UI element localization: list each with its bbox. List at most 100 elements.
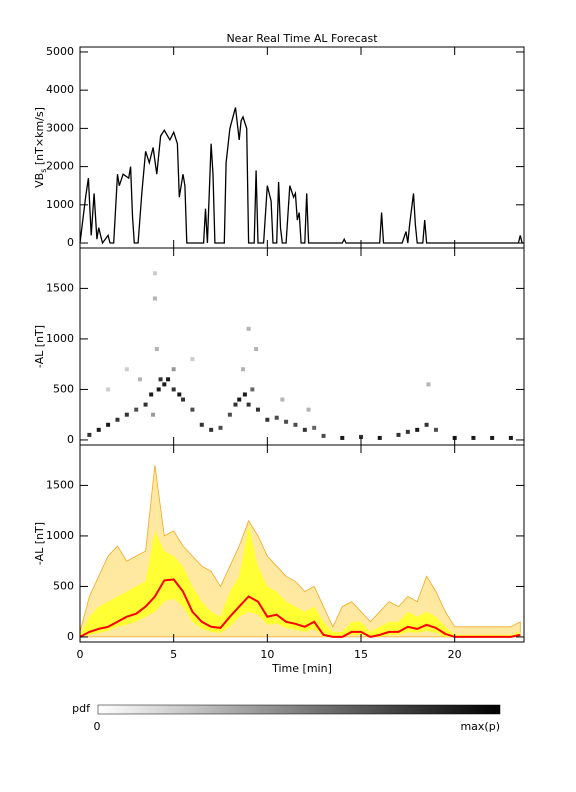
plot-frame bbox=[79, 444, 525, 643]
pdf-cell bbox=[151, 412, 156, 417]
pdf-cell bbox=[227, 412, 232, 417]
y-axis-label: VBs [nT×km/s] bbox=[33, 107, 48, 188]
pdf-cell bbox=[158, 377, 163, 382]
pdf-cell bbox=[156, 387, 161, 392]
pdf-cell bbox=[255, 407, 260, 412]
colorbar-max: max(p) bbox=[460, 720, 500, 733]
y-tick-label: 1000 bbox=[46, 529, 74, 542]
y-tick-label: 2000 bbox=[46, 160, 74, 173]
chart-title: Near Real Time AL Forecast bbox=[226, 32, 378, 45]
pdf-cell bbox=[246, 402, 251, 407]
y-tick-label: 0 bbox=[67, 433, 74, 446]
pdf-cell bbox=[274, 415, 279, 420]
panel bbox=[79, 107, 524, 245]
y-tick-label: 0 bbox=[67, 630, 74, 643]
pdf-cell bbox=[490, 435, 495, 440]
pdf-cell bbox=[87, 432, 92, 437]
pdf-cell bbox=[240, 367, 245, 372]
pdf-cell bbox=[181, 397, 186, 402]
pdf-cell bbox=[306, 407, 311, 412]
y-label-sub: s bbox=[39, 169, 48, 173]
pdf-cell bbox=[106, 387, 111, 392]
pdf-cell bbox=[293, 422, 298, 427]
pdf-cell bbox=[237, 397, 242, 402]
pdf-cell bbox=[433, 427, 438, 432]
x-tick-label: 5 bbox=[170, 648, 177, 661]
pdf-cell bbox=[96, 427, 101, 432]
pdf-cell bbox=[471, 435, 476, 440]
colorbar-min: 0 bbox=[94, 720, 101, 733]
y-tick-label: 3000 bbox=[46, 121, 74, 134]
pdf-cell bbox=[190, 407, 195, 412]
pdf-cell bbox=[250, 387, 255, 392]
x-axis-label: Time [min] bbox=[271, 662, 332, 675]
pdf-cell bbox=[177, 392, 182, 397]
pdf-cell bbox=[340, 435, 345, 440]
vbs-line bbox=[79, 107, 524, 245]
y-tick-label: 0 bbox=[67, 236, 74, 249]
pdf-cell bbox=[149, 392, 154, 397]
pdf-cell bbox=[218, 425, 223, 430]
pdf-cell bbox=[233, 402, 238, 407]
pdf-cell bbox=[265, 417, 270, 422]
pdf-cell bbox=[280, 397, 285, 402]
x-tick-label: 10 bbox=[260, 648, 274, 661]
x-tick-label: 0 bbox=[77, 648, 84, 661]
y-tick-label: 1000 bbox=[46, 198, 74, 211]
pdf-cell bbox=[359, 434, 364, 439]
pdf-cell bbox=[199, 422, 204, 427]
pdf-cell bbox=[415, 427, 420, 432]
pdf-cell bbox=[426, 382, 431, 387]
inner-band bbox=[80, 525, 521, 637]
pdf-cell bbox=[254, 347, 259, 352]
pdf-cell bbox=[134, 407, 139, 412]
pdf-cell bbox=[124, 412, 129, 417]
y-tick-label: 1500 bbox=[46, 478, 74, 491]
pdf-cell bbox=[405, 429, 410, 434]
y-axis-label: -AL [nT] bbox=[33, 522, 46, 565]
median-line bbox=[79, 578, 521, 638]
y-label-main: VB bbox=[33, 173, 46, 188]
y-tick-label: 1500 bbox=[46, 281, 74, 294]
pdf-cell bbox=[137, 377, 142, 382]
pdf-cell bbox=[424, 422, 429, 427]
pdf-cell bbox=[242, 392, 247, 397]
pdf-cell bbox=[284, 419, 289, 424]
pdf-cell bbox=[377, 435, 382, 440]
pdf-cell bbox=[106, 422, 111, 427]
y-tick-label: 500 bbox=[53, 579, 74, 592]
y-label-unit: [nT×km/s] bbox=[33, 107, 46, 169]
pdf-cell bbox=[246, 326, 251, 331]
pdf-cell bbox=[115, 417, 120, 422]
pdf-cell bbox=[162, 382, 167, 387]
pdf-cell bbox=[166, 377, 171, 382]
pdf-cell bbox=[209, 427, 214, 432]
pdf-cell bbox=[154, 347, 159, 352]
pdf-cell bbox=[152, 296, 157, 301]
x-tick-label: 15 bbox=[354, 648, 368, 661]
y-tick-label: 5000 bbox=[46, 45, 74, 58]
panel bbox=[87, 271, 513, 440]
pdf-cell bbox=[302, 427, 307, 432]
y-label-main: -AL [nT] bbox=[33, 325, 46, 368]
y-label-main: -AL [nT] bbox=[33, 522, 46, 565]
pdf-cell bbox=[152, 271, 157, 276]
colorbar-label: pdf bbox=[72, 702, 91, 715]
pdf-cell bbox=[143, 402, 148, 407]
pdf-cell bbox=[312, 425, 317, 430]
y-tick-label: 500 bbox=[53, 382, 74, 395]
y-axis-label: -AL [nT] bbox=[33, 325, 46, 368]
pdf-cell bbox=[321, 433, 326, 438]
pdf-cell bbox=[396, 432, 401, 437]
x-tick-label: 20 bbox=[448, 648, 462, 661]
pdf-cell bbox=[171, 367, 176, 372]
pdf-cell bbox=[508, 435, 513, 440]
pdf-cell bbox=[171, 387, 176, 392]
pdf-cell bbox=[124, 367, 129, 372]
y-tick-label: 1000 bbox=[46, 332, 74, 345]
y-tick-label: 4000 bbox=[46, 83, 74, 96]
colorbar bbox=[97, 704, 501, 715]
pdf-cell bbox=[190, 357, 195, 362]
